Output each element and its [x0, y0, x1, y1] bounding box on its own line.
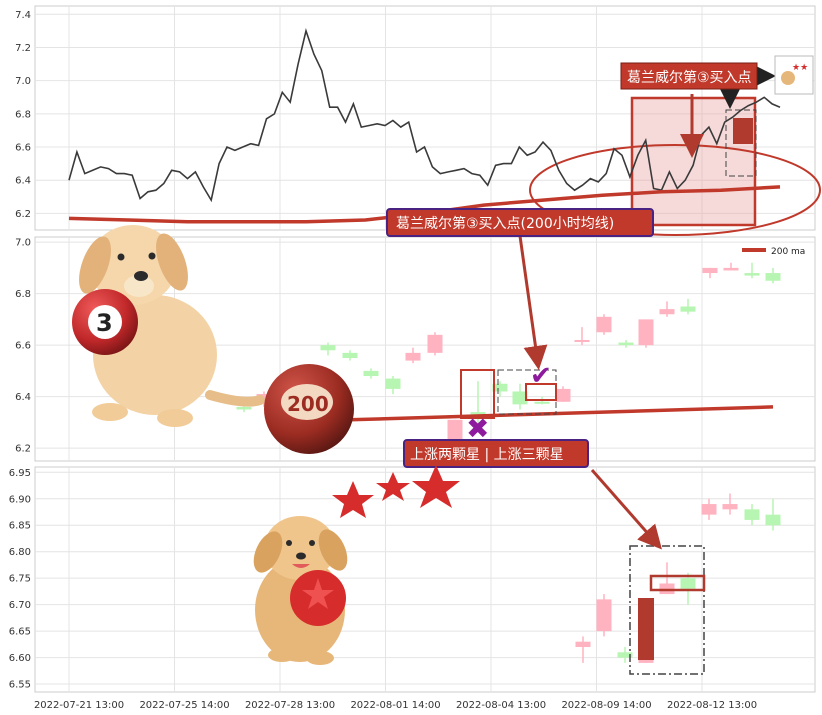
star-icon [332, 481, 374, 518]
two-star-box [629, 545, 705, 675]
legend-label: 200 ma [771, 247, 805, 257]
y-tick-label: 6.65 [9, 627, 31, 638]
stars-illustration [332, 465, 460, 518]
candle-body [342, 352, 358, 359]
candle-body [659, 309, 675, 315]
candle-body [427, 334, 443, 353]
signal-box-red [460, 369, 495, 419]
candle-body [618, 342, 634, 346]
puppy-with-stars-illustration [253, 516, 348, 665]
y-tick-label: 7.0 [15, 76, 31, 87]
dog-with-ball-3-illustration: 3 [72, 225, 265, 427]
y-tick-label: 6.95 [9, 468, 31, 479]
candle-body [596, 599, 612, 632]
ball-3-label: 3 [96, 309, 113, 337]
candle-body [680, 306, 696, 312]
signal-box-small [525, 383, 557, 401]
candle-body [744, 273, 760, 276]
middle-ma-line [349, 405, 774, 422]
candle-body [680, 578, 696, 589]
callout-mid-bg [386, 208, 654, 237]
middle-candles [236, 262, 781, 443]
x-tick-label: 2022-07-21 13:00 [34, 700, 124, 711]
ball-200-label: 200 [287, 392, 329, 416]
y-tick-label: 6.60 [9, 653, 31, 664]
candle-body [575, 641, 591, 647]
y-tick-label: 6.2 [15, 209, 31, 220]
candle-body [470, 412, 486, 415]
y-tick-label: 6.6 [15, 341, 31, 352]
candle-body [534, 401, 550, 404]
y-tick-label: 6.75 [9, 574, 31, 585]
y-tick-label: 7.0 [15, 238, 31, 249]
callout-top-text: 葛兰威尔第③买入点 [627, 69, 752, 86]
candle-body [765, 514, 781, 526]
candle-body [723, 267, 739, 271]
callout-mid-text: 葛兰威尔第③买入点(200小时均线) [396, 215, 614, 232]
y-tick-label: 6.8 [15, 289, 31, 300]
two-star-candle-left [638, 598, 654, 660]
candle-body [701, 504, 717, 515]
ma200-line [349, 405, 774, 422]
highlight-ellipse [529, 144, 821, 236]
candle-body [492, 383, 508, 392]
cross-icon: ✖ [466, 412, 489, 445]
x-tick-label: 2022-08-09 14:00 [561, 700, 651, 711]
y-tick-label: 6.55 [9, 680, 31, 691]
x-tick-label: 2022-07-25 14:00 [139, 700, 229, 711]
x-tick-labels: 2022-07-21 13:00 2022-07-25 14:00 2022-07-… [34, 700, 757, 711]
x-tick-label: 2022-07-28 13:00 [245, 700, 335, 711]
ball-200-illustration: 200 [264, 364, 354, 454]
x-tick-label: 2022-08-12 13:00 [667, 700, 757, 711]
last-candle-marker [733, 118, 753, 144]
y-tick-label: 6.80 [9, 547, 31, 558]
thumbnail-stars-icon: ★★ [792, 63, 808, 73]
arrow-bot-callout [590, 469, 662, 550]
star-icon [412, 465, 460, 508]
thumbnail-dog-icon [781, 71, 795, 85]
y-tick-labels: 6.2 6.4 6.6 6.8 7.0 7.2 7.4 6.2 6.4 6.6 6.8 7.0 6.55… [9, 10, 31, 691]
y-tick-label: 6.85 [9, 521, 31, 532]
candle-body [236, 406, 252, 410]
callout-bot-text: 上涨两颗星 | 上涨三颗星 [410, 447, 564, 463]
y-tick-label: 6.90 [9, 494, 31, 505]
arrow-mid-callout [518, 235, 548, 370]
y-tick-label: 6.4 [15, 392, 31, 403]
y-tick-label: 6.70 [9, 600, 31, 611]
check-icon: ✔ [530, 361, 552, 391]
candle-body [385, 378, 401, 389]
y-tick-label: 6.4 [15, 176, 31, 187]
y-tick-label: 6.8 [15, 109, 31, 120]
candle-body [512, 391, 528, 405]
candle-body [405, 352, 421, 361]
star-icon [376, 472, 410, 501]
y-tick-label: 7.2 [15, 43, 31, 54]
candle-body [363, 370, 379, 377]
callout-top-bg [620, 62, 758, 90]
candle-body [447, 419, 463, 441]
y-tick-label: 6.6 [15, 143, 31, 154]
candle-body [722, 504, 738, 510]
candle-body [765, 273, 781, 281]
candle-body [574, 339, 590, 342]
candle-body [638, 319, 654, 346]
candle-body [702, 267, 718, 274]
candle-body [320, 345, 336, 351]
two-star-candle-right [649, 574, 706, 592]
y-tick-label: 6.2 [15, 444, 31, 455]
x-tick-label: 2022-08-01 14:00 [350, 700, 440, 711]
candle-body [617, 652, 633, 658]
y-tick-label: 7.4 [15, 10, 31, 21]
candle-body [596, 316, 612, 333]
x-tick-label: 2022-08-04 13:00 [456, 700, 546, 711]
candle-body [555, 388, 571, 402]
signal-box-dashed [497, 369, 557, 415]
candle-body [744, 509, 760, 520]
callout-bot-bg [403, 439, 589, 468]
